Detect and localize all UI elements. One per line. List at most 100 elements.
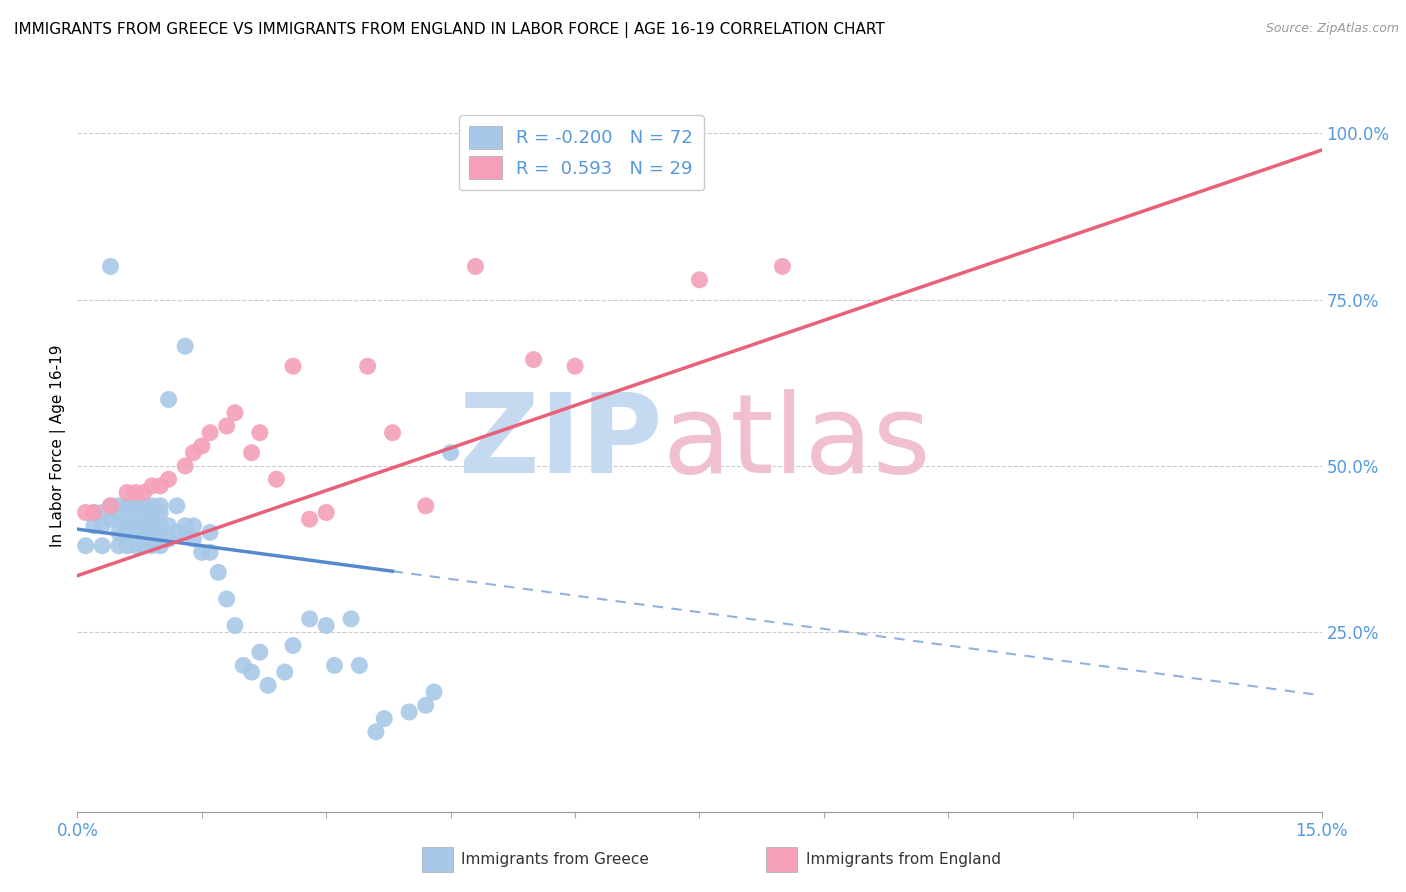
Point — [174, 458, 197, 473]
Point — [149, 506, 172, 520]
Point — [124, 506, 146, 520]
Point — [198, 425, 221, 440]
Point — [523, 352, 546, 367]
Point — [183, 445, 205, 459]
Point — [364, 725, 387, 739]
Point — [115, 525, 138, 540]
Point — [141, 479, 163, 493]
Point — [183, 532, 205, 546]
Point — [266, 472, 288, 486]
Point — [423, 685, 446, 699]
Point — [298, 512, 321, 526]
Point — [157, 532, 180, 546]
Point — [83, 518, 105, 533]
Point — [191, 439, 214, 453]
Point — [132, 518, 155, 533]
Point — [108, 499, 131, 513]
Point — [149, 525, 172, 540]
Point — [132, 525, 155, 540]
Text: Source: ZipAtlas.com: Source: ZipAtlas.com — [1265, 22, 1399, 36]
Point — [115, 518, 138, 533]
Point — [100, 260, 122, 274]
Point — [224, 618, 246, 632]
Point — [274, 665, 297, 679]
Point — [124, 518, 146, 533]
Point — [157, 392, 180, 407]
Y-axis label: In Labor Force | Age 16-19: In Labor Force | Age 16-19 — [51, 344, 66, 548]
Point — [564, 359, 586, 374]
Point — [91, 539, 114, 553]
Point — [689, 273, 711, 287]
Point — [132, 485, 155, 500]
Point — [157, 472, 180, 486]
Point — [415, 499, 437, 513]
Point — [124, 485, 146, 500]
Point — [174, 525, 197, 540]
Point — [100, 512, 122, 526]
Point — [124, 499, 146, 513]
Point — [141, 506, 163, 520]
Point — [357, 359, 380, 374]
Legend: R = -0.200   N = 72, R =  0.593   N = 29: R = -0.200 N = 72, R = 0.593 N = 29 — [458, 115, 704, 190]
Point — [215, 419, 238, 434]
Point — [232, 658, 254, 673]
Point — [315, 618, 337, 632]
Point — [207, 566, 229, 580]
Point — [298, 612, 321, 626]
Point — [281, 639, 304, 653]
Point — [198, 545, 221, 559]
Point — [149, 499, 172, 513]
Point — [124, 525, 146, 540]
Point — [166, 499, 188, 513]
Text: atlas: atlas — [662, 389, 931, 496]
Point — [141, 539, 163, 553]
Point — [149, 518, 172, 533]
Point — [166, 525, 188, 540]
Point — [224, 406, 246, 420]
Point — [157, 518, 180, 533]
Point — [141, 499, 163, 513]
Point — [398, 705, 420, 719]
Point — [249, 425, 271, 440]
Point — [249, 645, 271, 659]
Text: ZIP: ZIP — [458, 389, 662, 496]
Point — [349, 658, 371, 673]
Point — [115, 512, 138, 526]
Point — [381, 425, 404, 440]
Point — [772, 260, 794, 274]
Point — [323, 658, 346, 673]
Point — [132, 539, 155, 553]
Point — [191, 545, 214, 559]
Point — [149, 539, 172, 553]
Point — [132, 512, 155, 526]
Point — [315, 506, 337, 520]
Point — [108, 512, 131, 526]
Point — [415, 698, 437, 713]
Point — [115, 485, 138, 500]
Point — [100, 499, 122, 513]
Point — [257, 678, 280, 692]
Point — [149, 479, 172, 493]
Point — [124, 539, 146, 553]
Text: IMMIGRANTS FROM GREECE VS IMMIGRANTS FROM ENGLAND IN LABOR FORCE | AGE 16-19 COR: IMMIGRANTS FROM GREECE VS IMMIGRANTS FRO… — [14, 22, 884, 38]
Text: Immigrants from England: Immigrants from England — [806, 853, 1001, 867]
Point — [100, 499, 122, 513]
Point — [240, 445, 263, 459]
Point — [440, 445, 463, 459]
Point — [83, 506, 105, 520]
Point — [115, 539, 138, 553]
Point — [149, 532, 172, 546]
Point — [373, 712, 395, 726]
Point — [91, 518, 114, 533]
Point — [240, 665, 263, 679]
Point — [108, 525, 131, 540]
Point — [174, 518, 197, 533]
Point — [75, 506, 97, 520]
Point — [340, 612, 363, 626]
Point — [215, 591, 238, 606]
Point — [464, 260, 486, 274]
Point — [132, 499, 155, 513]
Point — [183, 518, 205, 533]
Point — [83, 506, 105, 520]
Point — [108, 539, 131, 553]
